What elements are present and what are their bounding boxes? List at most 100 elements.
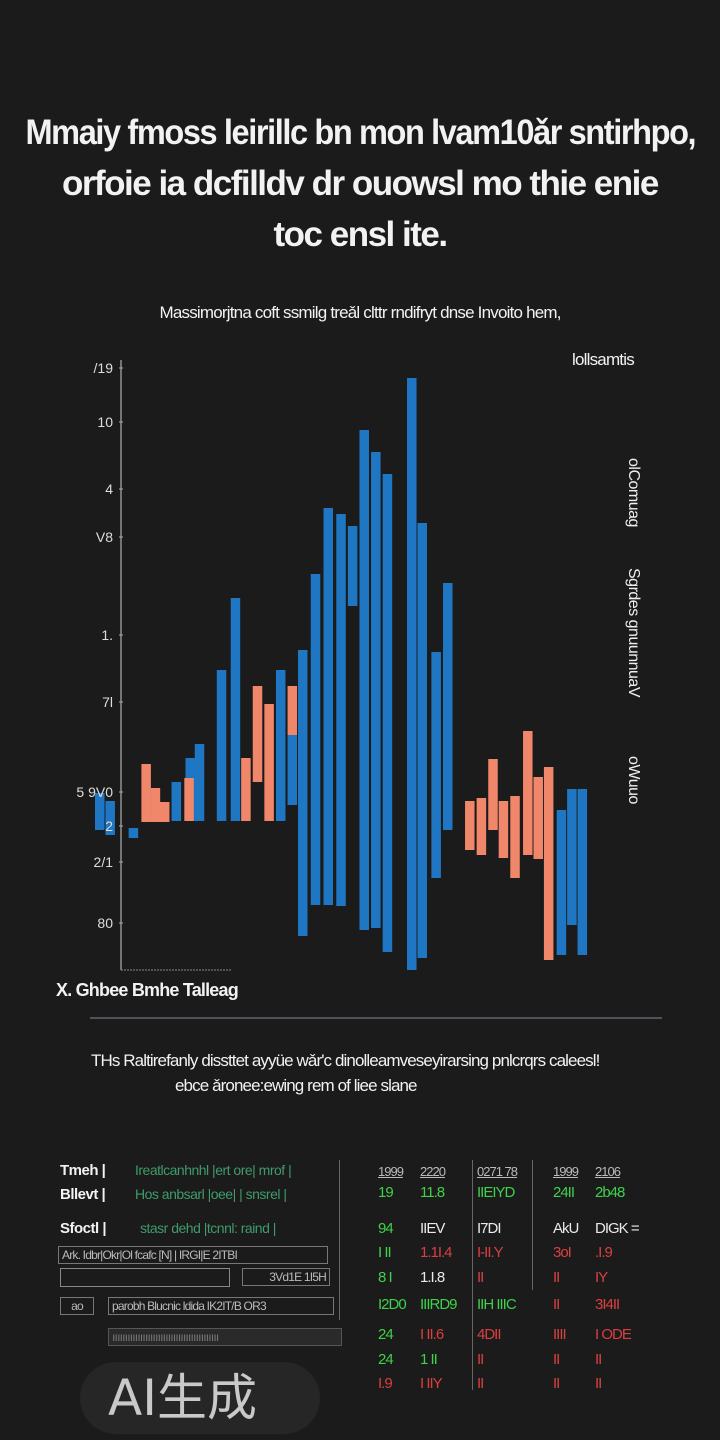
table-cell: II <box>477 1351 484 1368</box>
description-line-1: THs Raltirefanly dissttet ayyüe wǎr'c di… <box>91 1051 600 1070</box>
bar-orange-37 <box>543 767 554 960</box>
bar-blue-40 <box>577 789 588 955</box>
progress-strip: ıııııııııııııııııııııııııııııııııııııııı… <box>108 1328 342 1346</box>
table-cell: IIIRD9 <box>420 1296 458 1313</box>
table-cell: 3I4II <box>595 1296 620 1313</box>
y-tick-label: /19 <box>94 360 114 376</box>
column-header: 0271 78 <box>477 1164 518 1179</box>
row-label: Bllevt | <box>60 1186 106 1203</box>
column-header: 1999 <box>553 1164 579 1179</box>
bar-orange-36 <box>533 777 543 859</box>
table-cell: II <box>477 1269 484 1286</box>
y-tick-label: 10 <box>97 414 113 430</box>
row-text: stasr dehd |tcnnl: raind | <box>140 1220 276 1236</box>
bar-orange-17 <box>287 686 298 735</box>
bar-blue-23 <box>359 430 369 930</box>
table-cell: I.9 <box>378 1375 393 1392</box>
bar-blue-16 <box>287 735 298 805</box>
bar-orange-4 <box>150 788 161 822</box>
table-cell: 24 <box>378 1351 394 1368</box>
table-cell: DIGK = <box>595 1220 640 1237</box>
bar-orange-31 <box>476 798 487 855</box>
bar-blue-11 <box>230 598 241 821</box>
chart-title-line-3: toc ensl ite. <box>273 215 449 254</box>
bar-orange-14 <box>264 704 274 821</box>
bar-blue-38 <box>556 810 567 955</box>
table-cell: I2D0 <box>378 1296 407 1313</box>
field-row[interactable]: parobh Blucnic ldida IK2IT/B OR3 <box>108 1297 334 1315</box>
y-tick-label: 80 <box>97 915 113 931</box>
table-cell: IY <box>595 1269 608 1286</box>
table-cell: IIEV <box>420 1220 445 1237</box>
small-button[interactable]: ao <box>60 1297 94 1315</box>
bar-blue-19 <box>310 574 321 905</box>
table-cell: 11.8 <box>420 1184 445 1201</box>
bar-blue-22 <box>347 526 358 606</box>
bar-orange-35 <box>523 731 533 855</box>
description-line-2: ebce ǎronee:ewing rem of liee slane <box>175 1076 418 1095</box>
y-tick-label: 2 <box>105 818 113 834</box>
bar-blue-39 <box>567 789 577 925</box>
chart-title-line-2: orfoie ia dcfilldv dr ouowsl mo thie eni… <box>62 164 659 203</box>
table-cell: II <box>553 1269 560 1286</box>
table-cell: IIII <box>553 1326 567 1343</box>
field-row[interactable]: Ark. Idbr|Okr|Ol fcafc [N] | IRGI|E 2ITB… <box>58 1246 328 1264</box>
y-tick-label: 7l <box>102 694 113 710</box>
table-cell: I ODE <box>595 1326 632 1343</box>
row-text: Hos anbsarl |oee| | snsrel | <box>135 1186 287 1202</box>
row-text: Ireatlcanhnhl |ert ore| mrof | <box>135 1162 292 1178</box>
y-tick-label: 5 9V0 <box>76 784 113 800</box>
table-cell: II <box>595 1375 602 1392</box>
chart-subtitle: Massimorjtna coft ssmilg treǎl clttr rnd… <box>159 303 562 322</box>
table-cell: 94 <box>378 1220 394 1237</box>
bar-blue-26 <box>407 378 417 970</box>
legend-entry-3: oWuuo <box>625 756 642 804</box>
table-cell: AkU <box>553 1220 579 1237</box>
watermark-badge <box>80 1362 320 1434</box>
y-tick-label: 1. <box>101 627 113 643</box>
table-cell: II <box>553 1375 560 1392</box>
bar-blue-25 <box>382 474 393 952</box>
bar-blue-1 <box>105 801 115 835</box>
bar-blue-18 <box>298 650 308 936</box>
column-header: 2220 <box>420 1164 446 1179</box>
table-cell: II <box>553 1351 560 1368</box>
table-cell: .I.9 <box>595 1244 613 1261</box>
legend-entry-1: olComuag <box>625 458 642 527</box>
table-cell: II <box>553 1296 560 1313</box>
bar-blue-20 <box>323 508 334 905</box>
y-tick-label: 2/1 <box>94 854 114 870</box>
bar-orange-30 <box>465 801 475 850</box>
table-cell: 4DII <box>477 1326 501 1343</box>
table-cell: I II <box>378 1244 392 1261</box>
bar-blue-6 <box>171 782 182 821</box>
table-cell: 2b48 <box>595 1184 625 1201</box>
table-cell: I-II.Y <box>477 1244 504 1261</box>
table-divider <box>339 1160 340 1320</box>
bar-blue-27 <box>417 523 427 958</box>
table-cell: 1.I.8 <box>420 1269 445 1286</box>
row-label: Sfoctl | <box>60 1220 107 1237</box>
bar-blue-0 <box>95 793 105 830</box>
bar-blue-29 <box>443 583 453 830</box>
bar-blue-21 <box>336 514 346 906</box>
bar-orange-32 <box>488 759 498 830</box>
bar-orange-8 <box>184 778 194 821</box>
table-cell: 1.1I.4 <box>420 1244 453 1261</box>
column-divider <box>472 1160 473 1390</box>
table-cell: I IIY <box>420 1375 443 1392</box>
bar-orange-13 <box>252 686 263 782</box>
text-input[interactable] <box>60 1268 230 1287</box>
table-cell: 8 I <box>378 1269 393 1286</box>
table-cell: 19 <box>378 1184 394 1201</box>
y-tick-label: V8 <box>96 529 113 545</box>
table-cell: IIEIYD <box>477 1184 515 1201</box>
table-cell: 1 II <box>420 1351 438 1368</box>
bar-orange-5 <box>159 802 170 822</box>
column-header: 1999 <box>378 1164 404 1179</box>
bar-blue-28 <box>431 652 441 878</box>
column-divider <box>532 1160 533 1290</box>
table-cell: II <box>477 1375 484 1392</box>
table-cell: II <box>595 1351 602 1368</box>
